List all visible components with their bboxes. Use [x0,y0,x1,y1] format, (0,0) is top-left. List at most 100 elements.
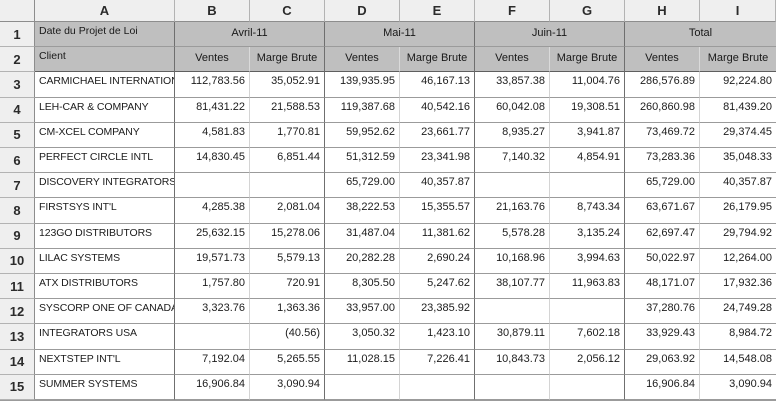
subheader-B2[interactable]: Ventes [175,47,250,73]
cell-H11[interactable]: 48,171.07 [625,274,700,300]
column-header-C[interactable]: C [250,0,325,22]
cell-A13[interactable]: INTEGRATORS USA [35,324,175,350]
cell-A5[interactable]: CM-XCEL COMPANY [35,122,175,148]
cell-I8[interactable]: 26,179.95 [700,198,776,224]
cell-F4[interactable]: 60,042.08 [475,97,550,123]
cell-G6[interactable]: 4,854.91 [550,148,625,174]
cell-H10[interactable]: 50,022.97 [625,248,700,274]
cell-H4[interactable]: 260,860.98 [625,97,700,123]
cell-E5[interactable]: 23,661.77 [400,122,475,148]
row-header-5[interactable]: 5 [0,122,35,148]
cell-D13[interactable]: 3,050.32 [325,324,400,350]
cell-C14[interactable]: 5,265.55 [250,349,325,375]
cell-G4[interactable]: 19,308.51 [550,97,625,123]
cell-D8[interactable]: 38,222.53 [325,198,400,224]
cell-I4[interactable]: 81,439.20 [700,97,776,123]
row-header-8[interactable]: 8 [0,198,35,224]
subheader-C2[interactable]: Marge Brute [250,47,325,73]
row-header-4[interactable]: 4 [0,97,35,123]
cell-C15[interactable]: 3,090.94 [250,374,325,400]
cell-G14[interactable]: 2,056.12 [550,349,625,375]
cell-H12[interactable]: 37,280.76 [625,299,700,325]
cell-G7[interactable] [550,173,625,199]
cell-A14[interactable]: NEXTSTEP INT'L [35,349,175,375]
subheader-F2[interactable]: Ventes [475,47,550,73]
cell-F14[interactable]: 10,843.73 [475,349,550,375]
row-header-6[interactable]: 6 [0,148,35,174]
column-header-H[interactable]: H [625,0,700,22]
cell-B11[interactable]: 1,757.80 [175,274,250,300]
cell-F10[interactable]: 10,168.96 [475,248,550,274]
cell-F8[interactable]: 21,163.76 [475,198,550,224]
cell-E6[interactable]: 23,341.98 [400,148,475,174]
cell-F6[interactable]: 7,140.32 [475,148,550,174]
cell-I3[interactable]: 92,224.80 [700,72,776,98]
cell-H3[interactable]: 286,576.89 [625,72,700,98]
cell-G12[interactable] [550,299,625,325]
column-header-A[interactable]: A [35,0,175,22]
cell-I13[interactable]: 8,984.72 [700,324,776,350]
cell-F11[interactable]: 38,107.77 [475,274,550,300]
cell-G9[interactable]: 3,135.24 [550,223,625,249]
cell-B10[interactable]: 19,571.73 [175,248,250,274]
cell-E7[interactable]: 40,357.87 [400,173,475,199]
cell-D3[interactable]: 139,935.95 [325,72,400,98]
cell-A10[interactable]: LILAC SYSTEMS [35,248,175,274]
cell-C11[interactable]: 720.91 [250,274,325,300]
cell-B7[interactable] [175,173,250,199]
cell-F15[interactable] [475,374,550,400]
cell-D15[interactable] [325,374,400,400]
cell-D7[interactable]: 65,729.00 [325,173,400,199]
cell-I7[interactable]: 40,357.87 [700,173,776,199]
month-group-header-4[interactable]: Total [625,22,776,48]
cell-C12[interactable]: 1,363.36 [250,299,325,325]
cell-A8[interactable]: FIRSTSYS INT'L [35,198,175,224]
cell-G15[interactable] [550,374,625,400]
month-group-header-2[interactable]: Mai-11 [325,22,475,48]
cell-E10[interactable]: 2,690.24 [400,248,475,274]
cell-H7[interactable]: 65,729.00 [625,173,700,199]
cell-A11[interactable]: ATX DISTRIBUTORS [35,274,175,300]
cell-E9[interactable]: 11,381.62 [400,223,475,249]
cell-E15[interactable] [400,374,475,400]
cell-A15[interactable]: SUMMER SYSTEMS [35,374,175,400]
cell-D4[interactable]: 119,387.68 [325,97,400,123]
cell-B13[interactable] [175,324,250,350]
cell-C10[interactable]: 5,579.13 [250,248,325,274]
cell-G5[interactable]: 3,941.87 [550,122,625,148]
column-header-B[interactable]: B [175,0,250,22]
cell-H8[interactable]: 63,671.67 [625,198,700,224]
cell-G10[interactable]: 3,994.63 [550,248,625,274]
cell-F12[interactable] [475,299,550,325]
row-header-14[interactable]: 14 [0,349,35,375]
cell-C6[interactable]: 6,851.44 [250,148,325,174]
cell-G11[interactable]: 11,963.83 [550,274,625,300]
row-header-11[interactable]: 11 [0,274,35,300]
row-header-13[interactable]: 13 [0,324,35,350]
cell-F5[interactable]: 8,935.27 [475,122,550,148]
cell-H9[interactable]: 62,697.47 [625,223,700,249]
cell-I10[interactable]: 12,264.00 [700,248,776,274]
cell-F7[interactable] [475,173,550,199]
row-header-10[interactable]: 10 [0,248,35,274]
cell-C9[interactable]: 15,278.06 [250,223,325,249]
cell-C4[interactable]: 21,588.53 [250,97,325,123]
cell-H15[interactable]: 16,906.84 [625,374,700,400]
cell-A9[interactable]: 123GO DISTRIBUTORS [35,223,175,249]
subheader-G2[interactable]: Marge Brute [550,47,625,73]
row-header-3[interactable]: 3 [0,72,35,98]
cell-A6[interactable]: PERFECT CIRCLE INTL [35,148,175,174]
cell-I6[interactable]: 35,048.33 [700,148,776,174]
month-group-header-3[interactable]: Juin-11 [475,22,625,48]
column-header-D[interactable]: D [325,0,400,22]
column-header-I[interactable]: I [700,0,776,22]
cell-I12[interactable]: 24,749.28 [700,299,776,325]
cell-F3[interactable]: 33,857.38 [475,72,550,98]
cell-B3[interactable]: 112,783.56 [175,72,250,98]
cell-G8[interactable]: 8,743.34 [550,198,625,224]
row-header-2[interactable]: 2 [0,47,35,73]
cell-B8[interactable]: 4,285.38 [175,198,250,224]
cell-B5[interactable]: 4,581.83 [175,122,250,148]
cell-A7[interactable]: DISCOVERY INTEGRATORS [35,173,175,199]
cell-G3[interactable]: 11,004.76 [550,72,625,98]
